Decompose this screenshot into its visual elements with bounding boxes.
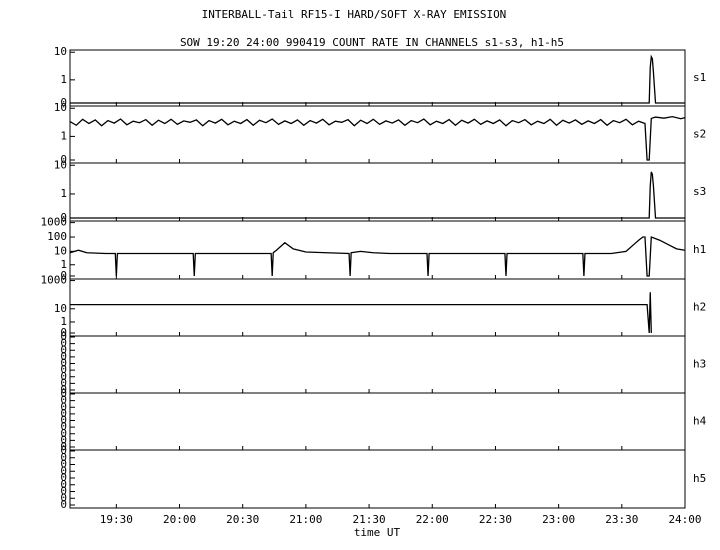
y-tick-label: 0 <box>60 370 67 383</box>
data-line <box>69 236 686 277</box>
y-tick-label: 0 <box>60 350 67 363</box>
y-tick-label: 0 <box>60 451 67 464</box>
y-tick-label: 1 <box>60 187 67 200</box>
y-tick-label: 0 <box>60 498 67 511</box>
x-tick-label: 21:30 <box>353 513 386 526</box>
chart-title: INTERBALL-Tail RF15-I HARD/SOFT X-RAY EM… <box>202 8 507 21</box>
x-axis-label: time UT <box>354 526 401 539</box>
y-tick-label: 0 <box>60 478 67 491</box>
y-tick-label: 0 <box>60 444 67 457</box>
data-line <box>70 54 685 104</box>
y-tick-label: 0 <box>60 326 67 339</box>
y-tick-label: 1 <box>60 315 67 328</box>
y-tick-label: 0 <box>60 420 67 433</box>
data-line <box>69 115 686 161</box>
panel-label: h4 <box>693 415 707 428</box>
panel-label: h1 <box>693 243 706 256</box>
y-tick-label: 0 <box>60 485 67 498</box>
panel-label: h5 <box>693 472 706 485</box>
y-tick-label: 1 <box>60 129 67 142</box>
panel-frame <box>69 449 686 509</box>
y-tick-label: 1 <box>60 73 67 86</box>
y-tick-label: 0 <box>60 363 67 376</box>
panel-label: h3 <box>693 358 706 371</box>
y-tick-label: 10 <box>54 158 67 171</box>
y-tick-label: 0 <box>60 383 67 396</box>
y-tick-label: 0 <box>60 96 67 109</box>
x-tick-label: 19:30 <box>100 513 133 526</box>
chart-subtitle: SOW 19:20 24:00 990419 COUNT RATE IN CHA… <box>180 36 564 49</box>
y-tick-label: 10 <box>54 45 67 58</box>
data-line <box>70 292 652 334</box>
y-tick-label: 0 <box>60 337 67 350</box>
y-tick-label: 0 <box>60 343 67 356</box>
y-tick-label: 10 <box>54 244 67 257</box>
x-tick-label: 22:30 <box>479 513 512 526</box>
y-tick-label: 0 <box>60 464 67 477</box>
y-tick-label: 0 <box>60 400 67 413</box>
x-tick-label: 20:30 <box>226 513 259 526</box>
x-tick-label: 23:00 <box>542 513 575 526</box>
y-tick-label: 10 <box>54 302 67 315</box>
y-tick-label: 0 <box>60 433 67 446</box>
y-tick-label: 1000 <box>41 274 68 287</box>
x-tick-label: 20:00 <box>163 513 196 526</box>
y-tick-label: 10 <box>54 101 67 114</box>
y-tick-label: 1000 <box>41 216 68 229</box>
y-tick-label: 0 <box>60 458 67 471</box>
y-tick-label: 100 <box>47 230 67 243</box>
y-tick-label: 0 <box>60 387 67 400</box>
y-tick-label: 0 <box>60 407 67 420</box>
x-tick-label: 22:00 <box>416 513 449 526</box>
panel-label: s1 <box>693 71 706 84</box>
panel-label: s2 <box>693 128 706 141</box>
y-tick-label: 0 <box>60 357 67 370</box>
x-tick-label: 21:00 <box>289 513 322 526</box>
panel-label: s3 <box>693 185 706 198</box>
y-tick-label: 1 <box>60 258 67 271</box>
y-tick-label: 0 <box>60 211 67 224</box>
y-tick-label: 0 <box>60 269 67 282</box>
x-tick-label: 23:30 <box>605 513 638 526</box>
y-tick-label: 0 <box>60 394 67 407</box>
y-tick-label: 0 <box>60 427 67 440</box>
y-tick-label: 0 <box>60 330 67 343</box>
data-line <box>70 171 685 219</box>
x-tick-label: 24:00 <box>668 513 701 526</box>
y-tick-label: 0 <box>60 440 67 453</box>
y-tick-label: 0 <box>60 376 67 389</box>
y-tick-label: 0 <box>60 153 67 166</box>
y-tick-label: 0 <box>60 414 67 427</box>
y-tick-label: 0 <box>60 491 67 504</box>
panel-label: h2 <box>693 301 706 314</box>
y-tick-label: 0 <box>60 471 67 484</box>
